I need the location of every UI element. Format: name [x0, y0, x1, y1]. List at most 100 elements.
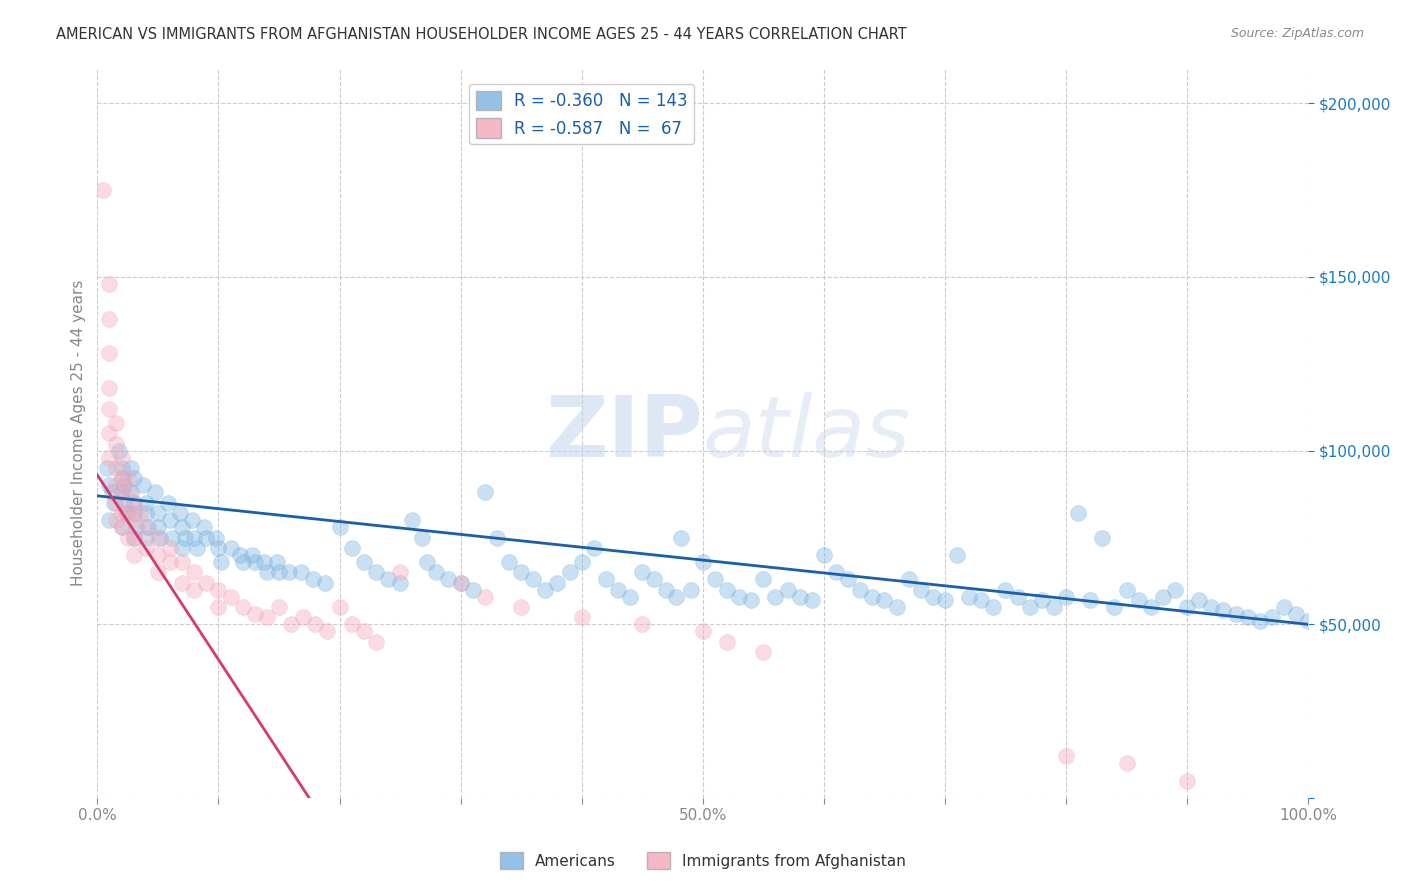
Point [1164, 582, 1187, 597]
Point [183, 531, 205, 545]
Point [983, 599, 1005, 614]
Point [1031, 593, 1053, 607]
Point [110, 461, 132, 475]
Point [122, 531, 145, 545]
Point [571, 610, 593, 624]
Point [183, 582, 205, 597]
Point [110, 450, 132, 465]
Point [897, 572, 920, 586]
Point [253, 555, 276, 569]
Point [1018, 599, 1040, 614]
Point [104, 513, 127, 527]
Point [1188, 593, 1211, 607]
Point [117, 531, 139, 545]
Point [240, 548, 263, 562]
Point [110, 520, 132, 534]
Point [125, 520, 148, 534]
Point [1128, 593, 1150, 607]
Point [243, 607, 266, 621]
Point [1225, 607, 1247, 621]
Point [571, 555, 593, 569]
Point [665, 590, 688, 604]
Point [364, 634, 387, 648]
Point [108, 443, 131, 458]
Point [195, 575, 218, 590]
Point [172, 575, 194, 590]
Point [921, 590, 943, 604]
Point [510, 599, 533, 614]
Point [1078, 593, 1101, 607]
Point [98, 478, 121, 492]
Point [122, 506, 145, 520]
Point [837, 572, 859, 586]
Point [219, 541, 242, 555]
Point [256, 566, 278, 580]
Point [752, 645, 775, 659]
Point [159, 555, 181, 569]
Point [716, 634, 738, 648]
Point [112, 496, 135, 510]
Point [619, 590, 641, 604]
Point [104, 461, 127, 475]
Point [1272, 599, 1295, 614]
Point [135, 506, 157, 520]
Point [266, 555, 288, 569]
Point [104, 436, 127, 450]
Point [425, 566, 447, 580]
Point [461, 582, 484, 597]
Point [631, 617, 654, 632]
Point [825, 566, 848, 580]
Point [110, 471, 132, 485]
Point [135, 541, 157, 555]
Text: Source: ZipAtlas.com: Source: ZipAtlas.com [1230, 27, 1364, 40]
Point [643, 572, 665, 586]
Point [450, 575, 472, 590]
Point [1007, 590, 1029, 604]
Point [1152, 590, 1174, 604]
Point [353, 555, 375, 569]
Point [558, 566, 581, 580]
Point [110, 520, 132, 534]
Point [104, 496, 127, 510]
Point [692, 555, 714, 569]
Point [159, 513, 181, 527]
Point [110, 506, 132, 520]
Point [353, 624, 375, 639]
Point [146, 520, 169, 534]
Point [534, 582, 557, 597]
Point [93, 183, 115, 197]
Point [910, 582, 932, 597]
Point [292, 610, 315, 624]
Point [946, 548, 969, 562]
Point [546, 575, 568, 590]
Y-axis label: Householder Income Ages 25 - 44 years: Householder Income Ages 25 - 44 years [72, 280, 86, 586]
Point [146, 566, 169, 580]
Point [159, 541, 181, 555]
Point [145, 485, 167, 500]
Point [314, 575, 336, 590]
Point [122, 496, 145, 510]
Point [110, 485, 132, 500]
Point [1054, 590, 1077, 604]
Point [101, 485, 124, 500]
Point [1261, 610, 1284, 624]
Point [128, 506, 150, 520]
Point [207, 599, 229, 614]
Point [1175, 773, 1198, 788]
Point [120, 485, 142, 500]
Point [485, 531, 508, 545]
Point [813, 548, 835, 562]
Point [162, 531, 184, 545]
Legend: R = -0.360   N = 143, R = -0.587   N =  67: R = -0.360 N = 143, R = -0.587 N = 67 [470, 84, 695, 145]
Point [135, 531, 157, 545]
Point [98, 277, 121, 291]
Point [703, 572, 725, 586]
Point [186, 541, 208, 555]
Point [110, 471, 132, 485]
Point [98, 450, 121, 465]
Point [450, 575, 472, 590]
Point [267, 566, 290, 580]
Point [692, 624, 714, 639]
Point [1115, 582, 1137, 597]
Point [302, 572, 325, 586]
